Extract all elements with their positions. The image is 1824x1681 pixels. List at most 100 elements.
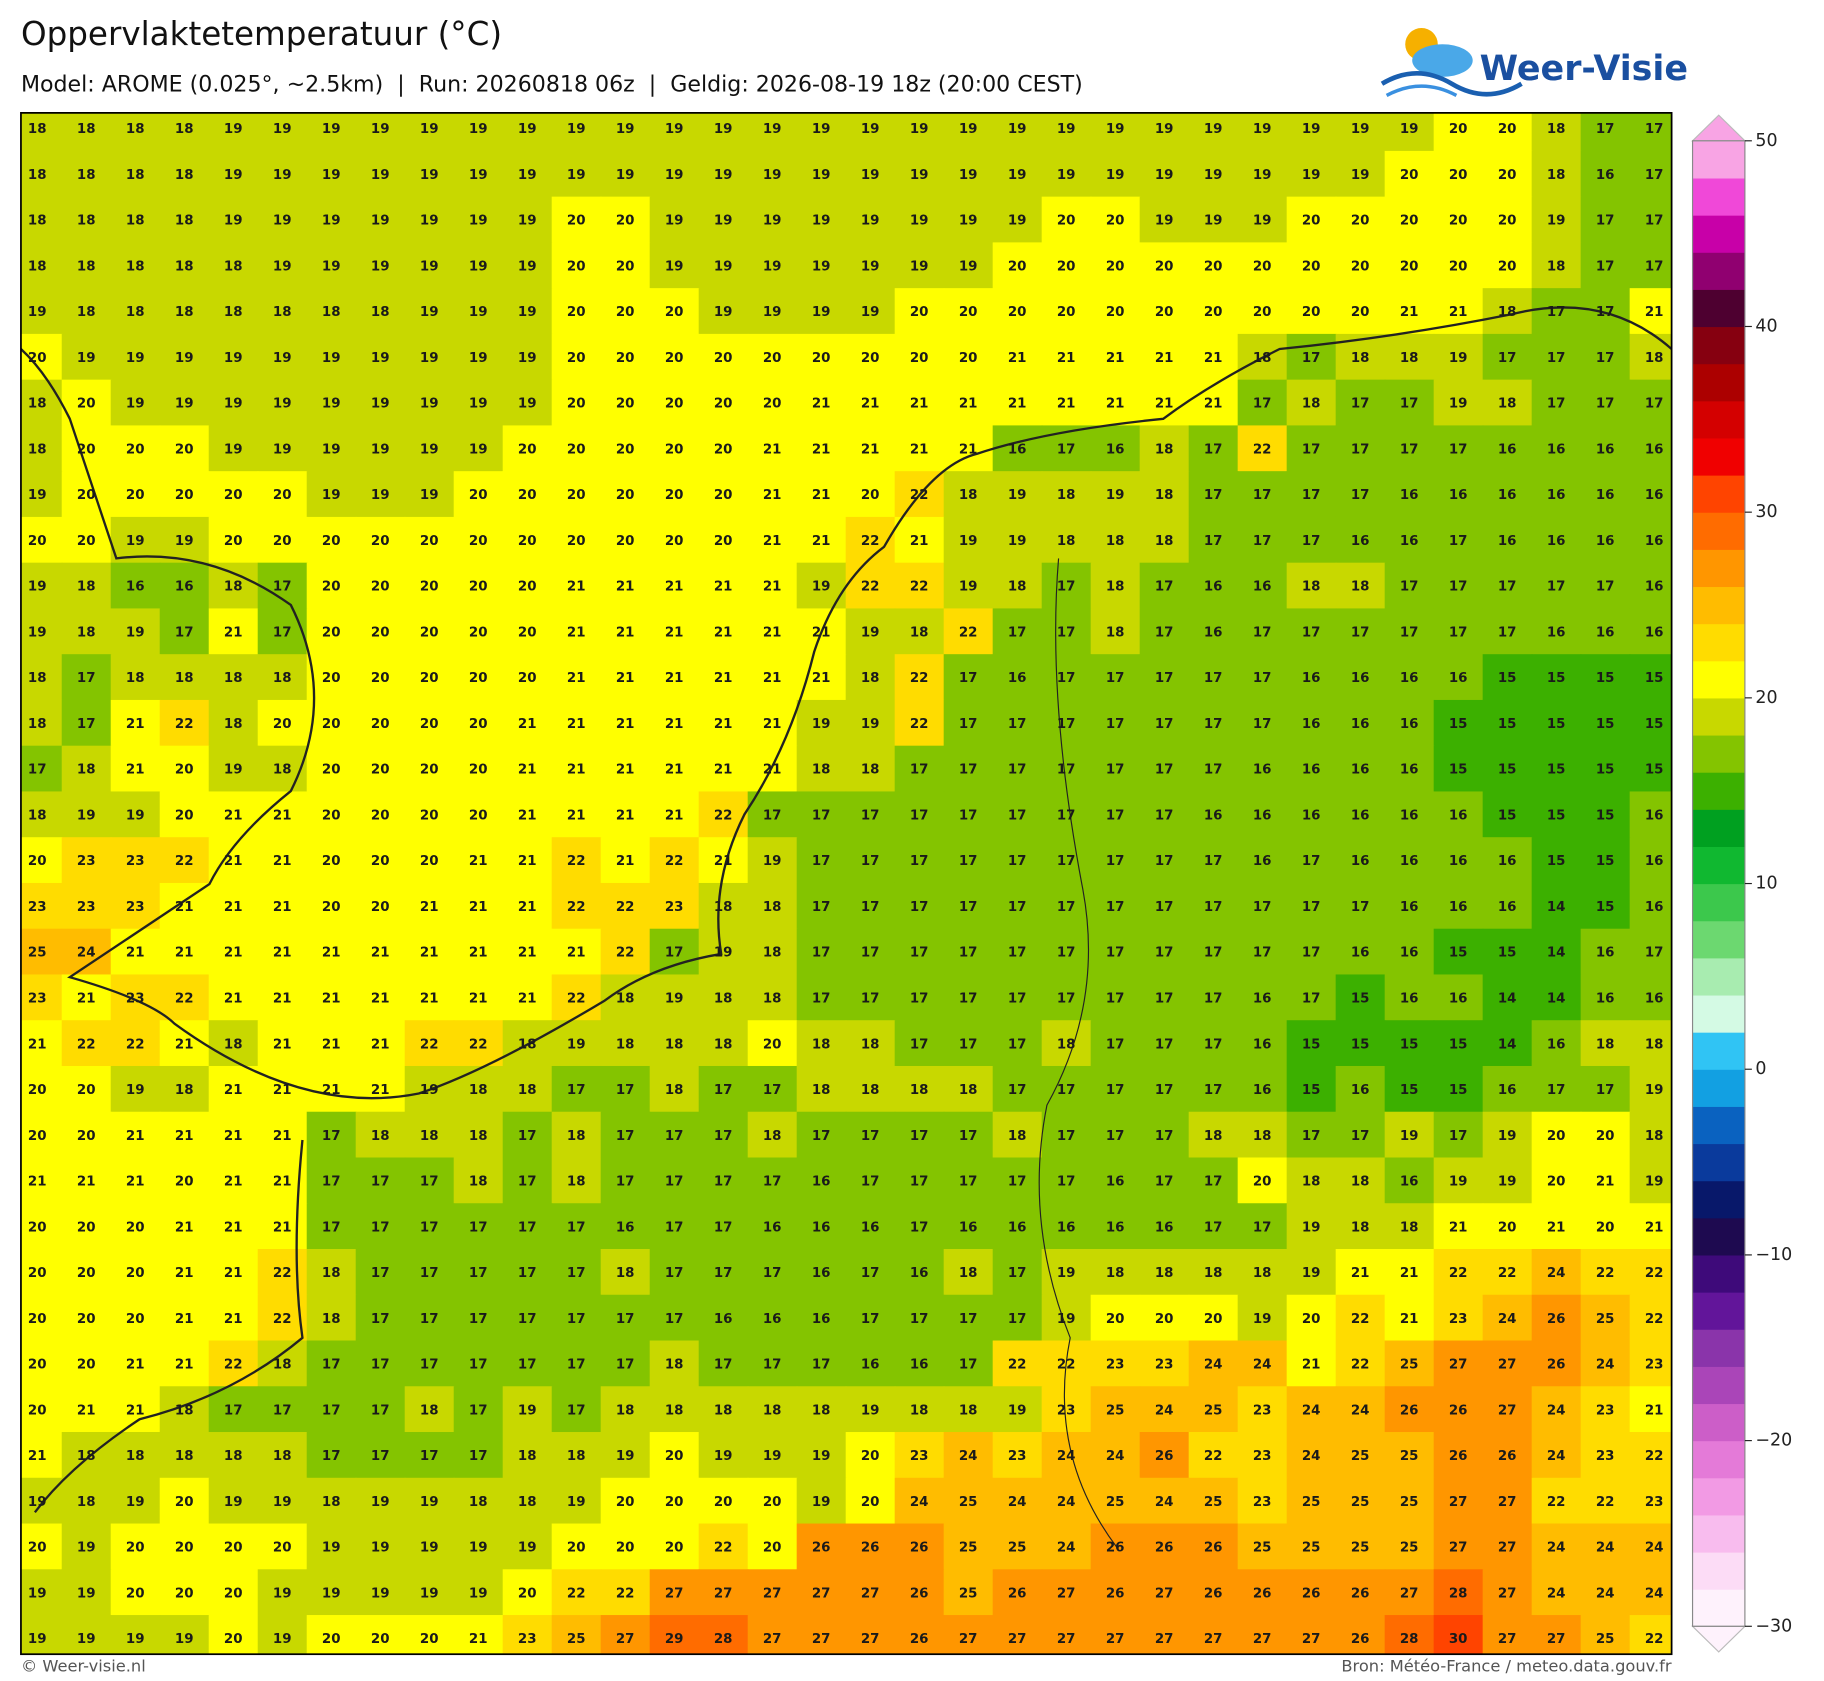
temperature-cell	[1580, 1523, 1631, 1570]
temperature-cell	[1580, 1065, 1631, 1113]
temperature-label: 19	[420, 351, 439, 366]
temperature-cell	[1286, 288, 1337, 335]
temperature-label: 27	[616, 1632, 635, 1647]
temperature-cell	[796, 974, 847, 1021]
temperature-cell	[208, 1340, 259, 1387]
temperature-cell	[208, 699, 259, 747]
temperature-label: 17	[1645, 168, 1664, 183]
temperature-label: 27	[1498, 1586, 1517, 1601]
temperature-cell	[453, 1523, 504, 1570]
temperature-cell	[355, 1523, 406, 1570]
temperature-label: 20	[420, 625, 439, 640]
temperature-cell	[845, 654, 896, 701]
temperature-label: 19	[28, 488, 47, 503]
logo-cloud	[1412, 44, 1473, 77]
temperature-cell	[61, 1340, 112, 1387]
temperature-cell	[110, 1111, 161, 1159]
temperature-label: 18	[1400, 351, 1419, 366]
temperature-label: 16	[959, 1220, 978, 1235]
temperature-label: 26	[1547, 1358, 1566, 1373]
temperature-cell	[1580, 1477, 1631, 1525]
temperature-label: 19	[1253, 1312, 1272, 1327]
temperature-label: 17	[322, 1220, 341, 1235]
temperature-label: 17	[322, 1403, 341, 1418]
temperature-label: 20	[861, 351, 880, 366]
temperature-label: 20	[371, 580, 390, 595]
temperature-cell	[1090, 837, 1141, 884]
temperature-label: 15	[1547, 717, 1566, 732]
temperature-cell	[1041, 699, 1092, 747]
colorbar-band	[1692, 1514, 1745, 1553]
temperature-cell	[796, 1203, 847, 1250]
temperature-label: 18	[175, 168, 194, 183]
temperature-label: 17	[665, 946, 684, 961]
temperature-label: 20	[28, 534, 47, 549]
temperature-label: 17	[861, 1266, 880, 1281]
temperature-cell	[796, 516, 847, 564]
temperature-label: 22	[714, 1541, 733, 1556]
temperature-label: 27	[714, 1586, 733, 1601]
temperature-label: 22	[567, 992, 586, 1007]
temperature-cell	[1041, 1569, 1092, 1616]
temperature-label: 17	[1008, 946, 1027, 961]
temperature-cell	[404, 928, 455, 976]
temperature-cell	[747, 1065, 798, 1113]
temperature-cell	[355, 1340, 406, 1387]
temperature-label: 20	[273, 534, 292, 549]
temperature-label: 20	[1302, 214, 1321, 229]
temperature-label: 17	[1302, 946, 1321, 961]
temperature-cell	[943, 1386, 994, 1433]
temperature-cell	[1384, 1020, 1435, 1067]
temperature-label: 22	[1253, 442, 1272, 457]
temperature-cell	[257, 562, 308, 610]
temperature-label: 24	[1596, 1358, 1615, 1373]
temperature-cell	[1482, 1203, 1533, 1250]
temperature-label: 19	[126, 625, 145, 640]
temperature-cell	[1580, 425, 1631, 472]
temperature-label: 21	[665, 625, 684, 640]
temperature-label: 21	[763, 625, 782, 640]
temperature-label: 20	[371, 671, 390, 686]
temperature-cell	[1629, 1020, 1672, 1067]
temperature-label: 20	[714, 442, 733, 457]
temperature-label: 16	[1302, 808, 1321, 823]
temperature-cell	[306, 333, 357, 381]
temperature-cell	[1580, 471, 1631, 518]
temperature-label: 27	[812, 1632, 831, 1647]
temperature-label: 17	[1645, 214, 1664, 229]
temperature-label: 23	[1253, 1449, 1272, 1464]
temperature-cell	[502, 928, 553, 976]
temperature-label: 20	[518, 1586, 537, 1601]
temperature-label: 19	[126, 351, 145, 366]
temperature-cell	[1286, 333, 1337, 381]
temperature-label: 17	[910, 1037, 929, 1052]
temperature-cell	[992, 1615, 1043, 1655]
temperature-label: 15	[1351, 992, 1370, 1007]
temperature-label: 18	[224, 1037, 243, 1052]
temperature-label: 20	[77, 397, 96, 412]
temperature-label: 17	[469, 1312, 488, 1327]
temperature-cell	[600, 196, 651, 244]
temperature-label: 20	[1596, 1129, 1615, 1144]
temperature-label: 16	[1106, 1175, 1125, 1190]
temperature-cell	[1139, 1111, 1190, 1159]
temperature-cell	[20, 608, 63, 655]
temperature-cell	[355, 562, 406, 610]
temperature-cell	[600, 1432, 651, 1479]
temperature-cell	[1090, 1294, 1141, 1342]
temperature-cell	[1286, 1386, 1337, 1433]
temperature-cell	[1384, 333, 1435, 381]
temperature-label: 20	[1302, 305, 1321, 320]
temperature-cell	[1139, 1386, 1190, 1433]
temperature-label: 17	[567, 1266, 586, 1281]
temperature-label: 20	[322, 808, 341, 823]
temperature-cell	[992, 928, 1043, 976]
temperature-cell	[600, 1523, 651, 1570]
temperature-cell	[992, 1294, 1043, 1342]
temperature-cell	[159, 333, 210, 381]
temperature-label: 25	[1596, 1312, 1615, 1327]
temperature-cell	[1090, 112, 1141, 152]
temperature-cell	[1335, 242, 1386, 289]
temperature-label: 15	[1596, 671, 1615, 686]
temperature-cell	[1433, 654, 1484, 701]
